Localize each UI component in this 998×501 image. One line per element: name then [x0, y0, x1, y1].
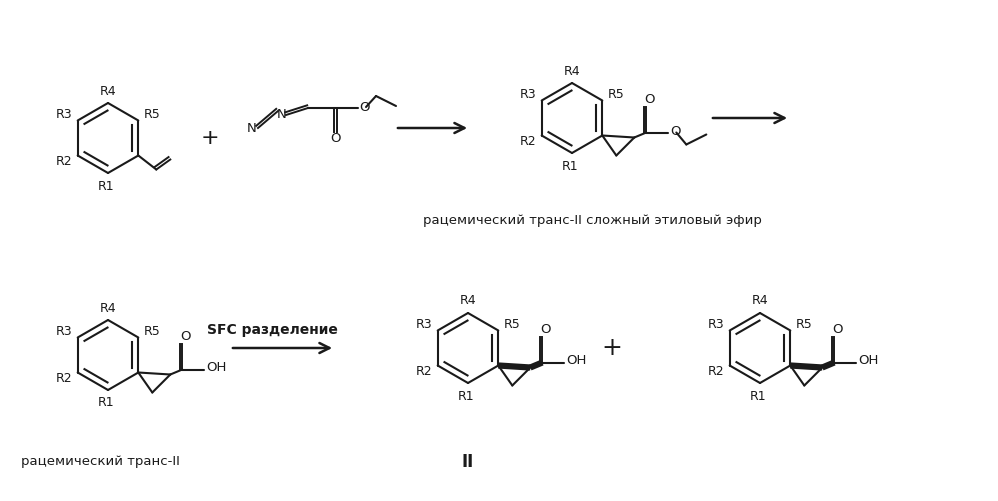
Text: R4: R4: [564, 65, 580, 78]
Text: R1: R1: [749, 389, 766, 402]
Text: R4: R4: [751, 295, 768, 308]
Text: R5: R5: [144, 325, 161, 338]
Text: R2: R2: [519, 135, 536, 148]
Text: N: N: [277, 108, 286, 121]
Text: R3: R3: [708, 318, 724, 331]
Text: R3: R3: [415, 318, 432, 331]
Text: R1: R1: [98, 396, 115, 409]
Text: SFC разделение: SFC разделение: [207, 323, 337, 337]
Text: R2: R2: [708, 365, 724, 378]
Text: R1: R1: [458, 389, 474, 402]
Text: +: +: [201, 128, 220, 148]
Text: OH: OH: [207, 361, 227, 374]
Text: OH: OH: [858, 354, 878, 367]
Text: OH: OH: [566, 354, 587, 367]
Text: R2: R2: [55, 155, 72, 168]
Text: O: O: [670, 125, 681, 138]
Text: R1: R1: [98, 179, 115, 192]
Text: II: II: [462, 453, 474, 471]
Text: R5: R5: [796, 318, 812, 331]
Text: O: O: [832, 323, 842, 336]
Text: N: N: [248, 122, 256, 134]
Text: рацемический транс-II сложный этиловый эфир: рацемический транс-II сложный этиловый э…: [422, 213, 761, 226]
Text: O: O: [180, 330, 191, 343]
Text: O: O: [644, 93, 655, 106]
Text: R2: R2: [55, 372, 72, 385]
Text: O: O: [540, 323, 551, 336]
Text: R5: R5: [144, 108, 161, 121]
Text: R3: R3: [55, 108, 72, 121]
Text: R3: R3: [55, 325, 72, 338]
Text: R4: R4: [100, 302, 117, 315]
Text: O: O: [359, 101, 370, 114]
Text: R4: R4: [460, 295, 476, 308]
Text: +: +: [602, 336, 623, 360]
Text: R4: R4: [100, 85, 117, 98]
Text: R5: R5: [504, 318, 521, 331]
Text: R1: R1: [562, 159, 578, 172]
Text: O: O: [330, 131, 341, 144]
Text: R2: R2: [415, 365, 432, 378]
Text: R5: R5: [608, 88, 625, 101]
Text: R3: R3: [519, 88, 536, 101]
Text: рацемический транс-II: рацемический транс-II: [21, 455, 180, 468]
